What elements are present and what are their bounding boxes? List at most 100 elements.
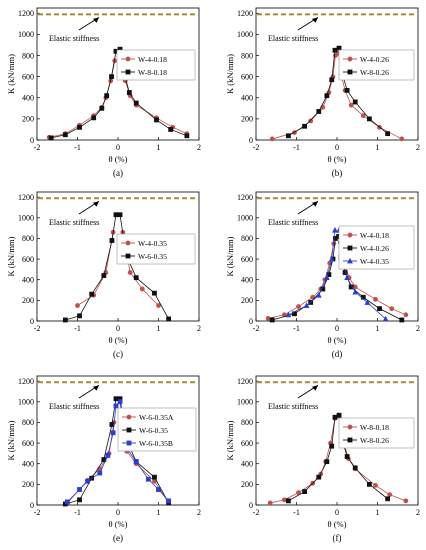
elastic-stiffness-annotation: Elastic stiffness bbox=[268, 34, 318, 43]
y-tick-label: 600 bbox=[22, 255, 34, 264]
data-point bbox=[302, 489, 307, 494]
series-line bbox=[67, 422, 115, 504]
y-axis-label: K (kN/mm) bbox=[6, 420, 16, 460]
y-tick-label: 200 bbox=[241, 115, 253, 124]
legend-label: W-4-0.35 bbox=[138, 239, 167, 248]
data-point bbox=[316, 474, 322, 480]
data-point bbox=[366, 116, 372, 122]
y-tick-label: 0 bbox=[30, 501, 34, 510]
data-point bbox=[285, 311, 292, 318]
data-point bbox=[168, 127, 174, 132]
legend-marker bbox=[125, 240, 131, 246]
data-point bbox=[328, 255, 335, 262]
data-point bbox=[366, 481, 372, 487]
data-point bbox=[364, 299, 371, 305]
data-point bbox=[75, 303, 80, 308]
x-axis-label: θ (%) bbox=[328, 154, 347, 164]
panel-label: (d) bbox=[332, 349, 343, 359]
data-point bbox=[385, 496, 391, 502]
y-tick-label: 400 bbox=[22, 460, 34, 469]
series-line bbox=[288, 230, 336, 316]
x-axis-label: θ (%) bbox=[328, 519, 347, 529]
y-tick-label: 1000 bbox=[18, 30, 34, 39]
legend-box bbox=[116, 49, 196, 81]
data-point bbox=[105, 453, 111, 458]
y-tick-label: 600 bbox=[241, 72, 253, 81]
data-point bbox=[127, 270, 133, 275]
x-tick-label: 2 bbox=[416, 324, 420, 333]
y-tick-label: 400 bbox=[241, 460, 253, 469]
data-point bbox=[316, 109, 322, 114]
x-tick-label: 2 bbox=[416, 143, 420, 152]
y-tick-label: 200 bbox=[22, 296, 34, 305]
x-tick-label: 1 bbox=[157, 508, 161, 517]
legend-marker bbox=[347, 56, 353, 62]
y-tick-label: 600 bbox=[241, 255, 253, 264]
data-point bbox=[308, 118, 314, 124]
data-point bbox=[133, 275, 139, 281]
y-tick-label: 800 bbox=[22, 51, 34, 60]
data-point bbox=[310, 294, 316, 300]
legend-marker bbox=[347, 69, 353, 75]
data-point bbox=[109, 74, 114, 80]
x-axis-label: θ (%) bbox=[328, 335, 347, 345]
data-point bbox=[269, 317, 275, 323]
panel-label: (b) bbox=[332, 168, 343, 178]
data-point bbox=[113, 403, 119, 409]
data-point bbox=[184, 133, 190, 139]
data-point bbox=[382, 315, 389, 322]
x-tick-label: 1 bbox=[376, 143, 380, 152]
legend-label: W-8-0.18 bbox=[360, 423, 389, 432]
data-point bbox=[109, 238, 115, 243]
data-point bbox=[315, 292, 322, 298]
data-point bbox=[269, 136, 275, 142]
y-tick-label: 400 bbox=[22, 94, 34, 103]
y-tick-label: 800 bbox=[241, 51, 253, 60]
data-point bbox=[166, 316, 172, 322]
x-axis-label: θ (%) bbox=[109, 519, 128, 529]
legend-marker bbox=[347, 232, 353, 238]
data-point bbox=[385, 131, 391, 137]
y-tick-label: 800 bbox=[22, 418, 34, 427]
data-point bbox=[389, 306, 395, 312]
y-tick-label: 1000 bbox=[237, 398, 253, 407]
x-tick-label: -1 bbox=[74, 324, 81, 333]
x-tick-label: -1 bbox=[293, 143, 300, 152]
annotation-arrow-head bbox=[93, 385, 99, 391]
legend-marker bbox=[347, 437, 353, 443]
x-tick-label: 0 bbox=[335, 508, 339, 517]
y-tick-label: 800 bbox=[241, 234, 253, 243]
y-tick-label: 200 bbox=[241, 296, 253, 305]
data-point bbox=[352, 288, 359, 295]
data-point bbox=[399, 136, 405, 142]
y-axis-label: K (kN/mm) bbox=[6, 236, 16, 276]
x-tick-label: -2 bbox=[34, 143, 41, 152]
chart-panel: -2 -1 0 1 2 0 200 400 600 800 1000 1200 θ (%) K (kN/m… bbox=[225, 7, 420, 178]
data-point bbox=[352, 465, 358, 471]
y-tick-label: 0 bbox=[249, 136, 253, 145]
y-tick-label: 600 bbox=[241, 439, 253, 448]
x-tick-label: -2 bbox=[253, 143, 260, 152]
data-point bbox=[48, 135, 54, 141]
data-point bbox=[117, 212, 123, 218]
annotation-arrow-head bbox=[312, 385, 318, 391]
x-tick-label: 0 bbox=[116, 508, 120, 517]
legend-label: W-8-0.26 bbox=[360, 68, 389, 77]
x-axis-label: θ (%) bbox=[109, 335, 128, 345]
x-tick-label: 2 bbox=[197, 324, 201, 333]
data-point bbox=[267, 500, 273, 506]
data-point bbox=[403, 312, 409, 318]
data-point bbox=[62, 317, 68, 323]
data-point bbox=[281, 497, 287, 503]
panel-label: (a) bbox=[113, 168, 123, 178]
legend-box bbox=[338, 417, 415, 449]
data-point bbox=[126, 90, 132, 95]
legend-label: W-4-0.18 bbox=[138, 55, 167, 64]
data-point bbox=[332, 414, 338, 420]
data-point bbox=[85, 478, 91, 484]
data-point bbox=[154, 117, 159, 123]
chart-panel: -2 -1 0 1 2 0 200 400 600 800 1000 1200 θ (%) K (kN/m… bbox=[6, 375, 201, 543]
y-tick-label: 400 bbox=[22, 276, 34, 285]
series-line bbox=[288, 417, 336, 502]
